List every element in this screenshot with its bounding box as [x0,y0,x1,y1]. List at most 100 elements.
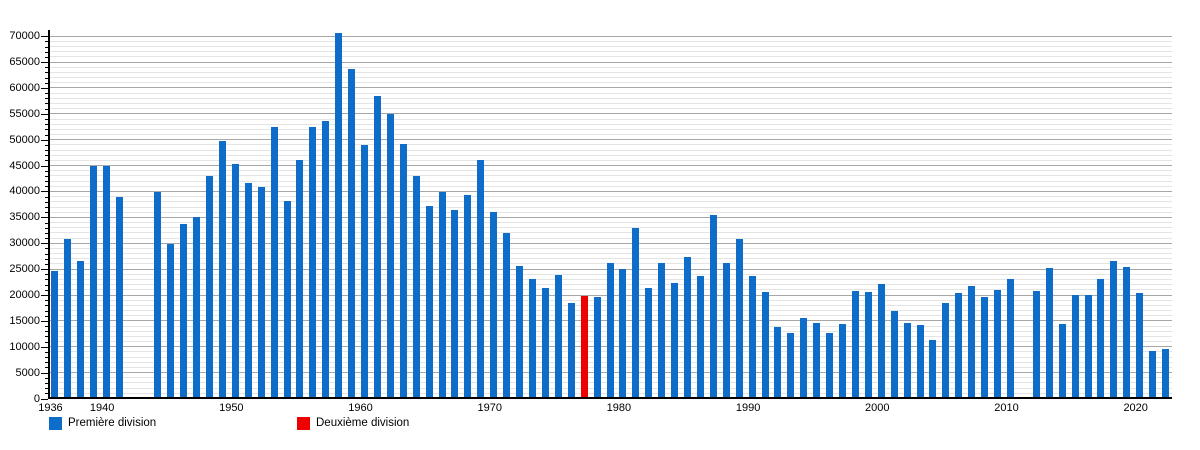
y-tick-minor [44,227,48,229]
y-tick-minor [44,77,48,79]
y-tick-label: 70000 [9,30,40,43]
y-tick-minor [44,46,48,48]
y-tick-major [41,294,48,296]
y-tick-label: 10000 [9,340,40,353]
bar-1958 [335,33,343,399]
gridline-major [48,165,1172,167]
bar-1986 [696,276,704,399]
bar-2004 [929,340,937,399]
y-tick-minor [44,56,48,58]
gridline-major [48,139,1172,141]
gridline-minor [48,56,1172,58]
y-tick-minor [44,393,48,395]
y-tick-minor [44,279,48,281]
y-tick-minor [44,186,48,188]
gridline-minor [48,180,1172,182]
bar-1978 [593,297,601,399]
gridline-minor [48,82,1172,84]
gridline-minor [48,66,1172,68]
y-tick-label: 35000 [9,211,40,224]
bar-2007 [968,285,976,399]
bar-1988 [722,263,730,399]
gridline-minor [48,258,1172,260]
y-tick-label: 45000 [9,159,40,172]
y-tick-minor [44,331,48,333]
bar-1939 [89,166,97,399]
bar-1952 [257,187,265,399]
y-tick-minor [44,238,48,240]
y-tick-minor [44,336,48,338]
x-tick-label: 2000 [865,402,890,414]
y-tick-major [41,346,48,348]
y-tick-minor [44,41,48,43]
y-tick-minor [44,289,48,291]
gridline-minor [48,149,1172,151]
y-tick-label: 0 [33,392,40,405]
x-tick-label: 2020 [1123,402,1148,414]
bar-1936 [50,270,58,399]
bar-1974 [541,288,549,399]
x-axis-line [48,397,1172,399]
gridline-minor [48,253,1172,255]
bar-1944 [154,191,162,399]
bar-1963 [399,143,407,399]
y-tick-minor [44,124,48,126]
bar-1972 [516,265,524,399]
gridline-major [48,190,1172,192]
bar-1947 [193,216,201,399]
y-tick-minor [44,103,48,105]
y-tick-minor [44,155,48,157]
gridline-minor [48,118,1172,120]
bar-1959 [348,68,356,399]
y-tick-minor [44,300,48,302]
bar-1994 [800,317,808,399]
y-tick-major [41,217,48,219]
bar-1990 [748,276,756,399]
y-tick-minor [44,263,48,265]
gridline-minor [48,170,1172,172]
gridline-minor [48,77,1172,79]
bar-2019 [1123,267,1131,399]
bar-1998 [851,291,859,399]
y-tick-minor [44,382,48,384]
bar-1961 [373,96,381,399]
y-tick-label: 20000 [9,288,40,301]
bar-1980 [619,269,627,399]
y-tick-minor [44,284,48,286]
y-tick-major [41,320,48,322]
y-tick-minor [44,305,48,307]
bar-1966 [438,191,446,399]
y-tick-minor [44,315,48,317]
bar-1985 [684,257,692,399]
gridline-major [48,61,1172,63]
gridline-minor [48,108,1172,110]
y-tick-label: 65000 [9,56,40,69]
gridline-minor [48,232,1172,234]
y-tick-label: 5000 [15,366,40,379]
y-tick-major [41,62,48,64]
gridline-minor [48,206,1172,208]
bar-1949 [218,140,226,399]
bar-1991 [761,291,769,399]
y-tick-minor [44,377,48,379]
gridline-minor [48,196,1172,198]
gridline-minor [48,144,1172,146]
y-tick-minor [44,129,48,131]
y-tick-major [41,243,48,245]
bar-2006 [955,292,963,399]
bar-1968 [464,194,472,399]
y-tick-major [41,372,48,374]
legend-label-deuxieme-division: Deuxième division [316,417,410,429]
y-tick-minor [44,175,48,177]
y-tick-minor [44,181,48,183]
y-tick-minor [44,207,48,208]
y-tick-minor [44,170,48,172]
y-tick-minor [44,326,48,328]
y-tick-minor [44,196,48,198]
legend-swatch-deuxieme-division [297,417,310,430]
bar-1955 [296,160,304,399]
bar-2008 [981,297,989,399]
y-tick-minor [44,119,48,120]
y-tick-label: 40000 [9,185,40,198]
y-tick-minor [44,212,48,214]
